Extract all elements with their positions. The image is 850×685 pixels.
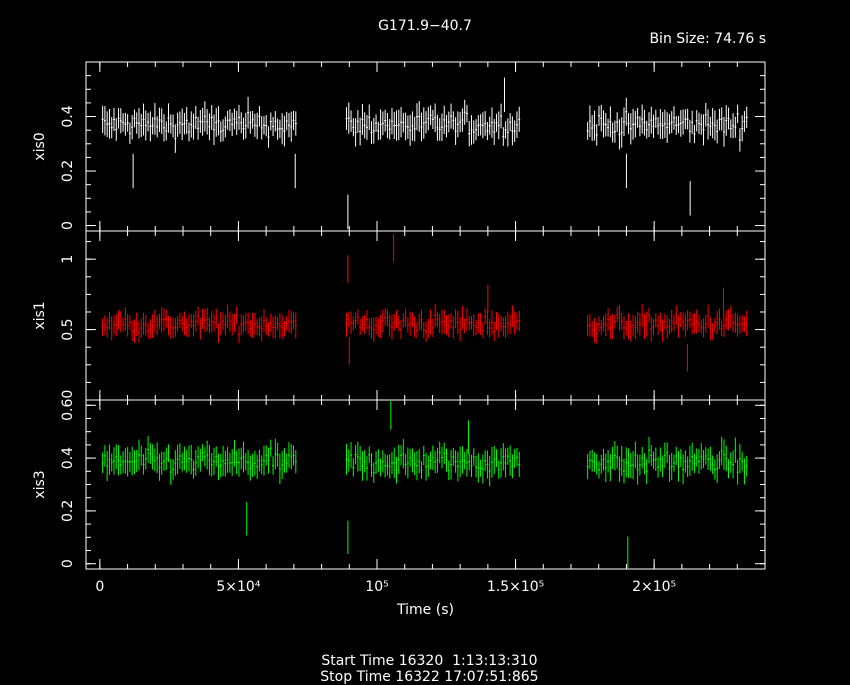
series-xis1	[101, 234, 748, 372]
y-tick-label-xis3: 0.60	[60, 390, 76, 421]
bin-size-label: Bin Size: 74.76 s	[649, 31, 766, 47]
y-axis-label-xis1: xis1	[32, 301, 48, 329]
panel-frame-xis0	[85, 61, 766, 232]
x-tick-label: 10⁵	[365, 579, 388, 595]
y-axis-label-xis0: xis0	[32, 132, 48, 160]
series-xis0	[101, 77, 748, 230]
y-tick-label-xis3: 0.2	[60, 500, 76, 522]
y-tick-label-xis3: 0.4	[60, 447, 76, 469]
stop-time: Stop Time 16322 17:07:51:865	[320, 669, 539, 685]
panel-frame-xis1	[85, 230, 766, 401]
y-tick-label-xis0: 0.2	[60, 160, 76, 182]
y-tick-label-xis1: 1	[60, 255, 76, 264]
y-tick-label-xis0: 0	[60, 221, 76, 230]
y-tick-label-xis3: 0	[60, 559, 76, 568]
x-axis-label: Time (s)	[396, 602, 454, 618]
x-tick-label: 0	[95, 579, 104, 595]
panel-frame-xis3	[85, 399, 766, 570]
x-tick-label: 5×10⁴	[216, 579, 260, 595]
chart-title: G171.9−40.7	[378, 18, 472, 34]
y-tick-label-xis0: 0.4	[60, 105, 76, 127]
y-tick-label-xis1: 0.5	[60, 318, 76, 340]
y-axis-label-xis3: xis3	[32, 470, 48, 498]
footer-times: Start Time 16320 1:13:13:310 Stop Time 1…	[0, 637, 850, 685]
start-time: Start Time 16320 1:13:13:310	[321, 653, 538, 669]
series-xis3	[101, 401, 748, 568]
x-tick-label: 2×10⁵	[632, 579, 676, 595]
x-tick-label: 1.5×10⁵	[487, 579, 544, 595]
